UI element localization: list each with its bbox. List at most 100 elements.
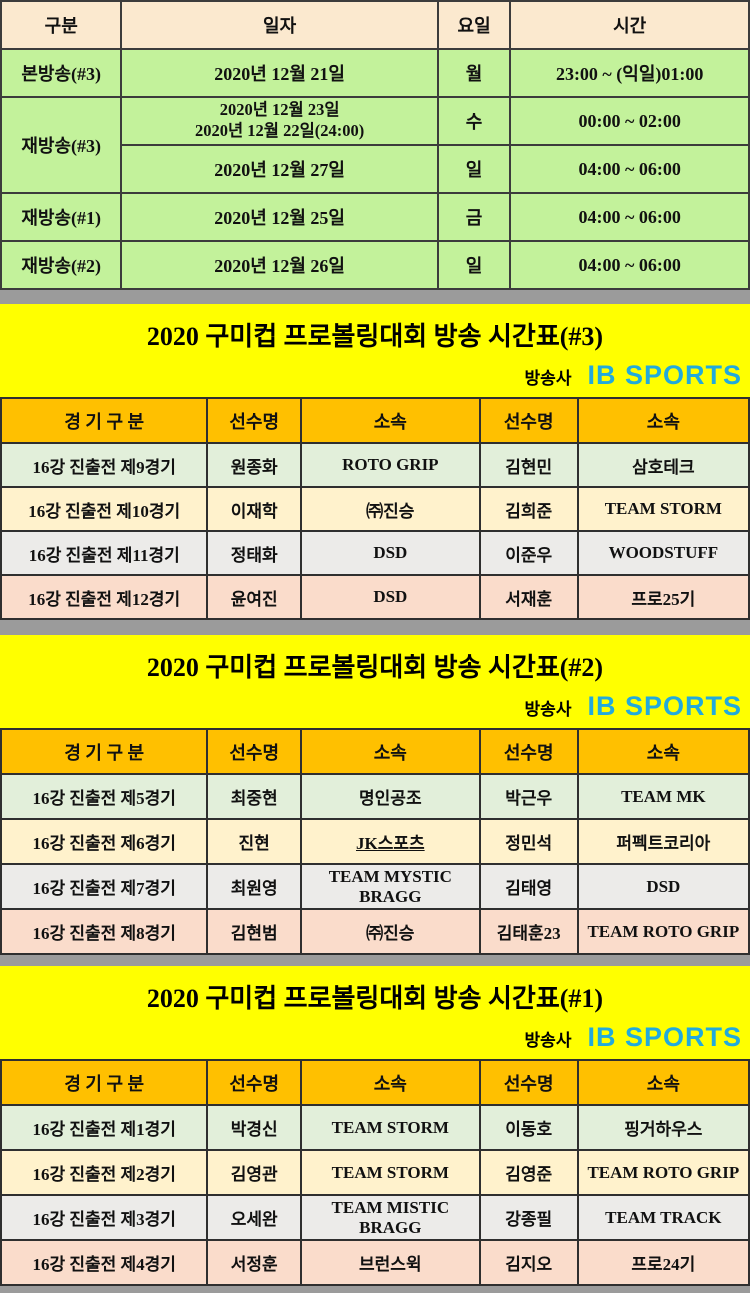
table-row: 16강 진출전 제12경기 윤여진 DSD 서재훈 프로25기 <box>0 574 750 620</box>
table-cell: 박경신 <box>206 1104 302 1151</box>
column-header-player: 선수명 <box>206 728 302 775</box>
date-cell: 2020년 12월 23일 2020년 12월 22일(24:00) <box>120 96 439 146</box>
column-header-day: 요일 <box>436 0 512 50</box>
table-cell: 김희준 <box>478 486 579 532</box>
broadcaster-line: 방송사 IB SPORTS <box>525 1022 742 1053</box>
table-cell: 원종화 <box>206 442 302 488</box>
date-line-1: 2020년 12월 23일 <box>219 100 340 120</box>
table-row: 16강 진출전 제2경기 김영관 TEAM STORM 김영준 TEAM ROTO GR… <box>0 1149 750 1196</box>
column-header-team: 소속 <box>299 397 481 444</box>
column-header-date: 일자 <box>120 0 439 50</box>
date-cell: 2020년 12월 25일 <box>120 192 439 242</box>
day-cell: 금 <box>436 192 512 242</box>
table-cell: 16강 진출전 제5경기 <box>0 773 209 820</box>
broadcaster-label: 방송사 <box>524 369 572 388</box>
category-cell: 재방송(#2) <box>0 240 123 290</box>
table-cell: 서정훈 <box>206 1239 302 1286</box>
table-cell: 16강 진출전 제3경기 <box>0 1194 209 1241</box>
column-header-team: 소속 <box>576 397 750 444</box>
table-cell: 이재학 <box>206 486 302 532</box>
table-row: 재방송(#2) 2020년 12월 26일 일 04:00 ~ 06:00 <box>0 240 750 290</box>
match-table-2: 경 기 구 분 선수명 소속 선수명 소속 16강 진출전 제5경기 최중현 명인공… <box>0 728 750 955</box>
category-cell: 재방송(#3) <box>0 96 123 194</box>
table-row: 재방송(#1) 2020년 12월 25일 금 04:00 ~ 06:00 <box>0 192 750 242</box>
broadcaster-label: 방송사 <box>524 700 572 719</box>
time-cell: 04:00 ~ 06:00 <box>509 144 750 194</box>
section-title-block: 2020 구미컵 프로볼링대회 방송 시간표(#3) 방송사 IB SPORTS <box>0 304 750 397</box>
table-row: 16강 진출전 제5경기 최중현 명인공조 박근우 TEAM MK <box>0 773 750 820</box>
broadcaster-line: 방송사 IB SPORTS <box>525 691 742 722</box>
table-cell: TEAM MK <box>576 773 750 820</box>
table-cell: 강종필 <box>478 1194 579 1241</box>
section-title-block: 2020 구미컵 프로볼링대회 방송 시간표(#2) 방송사 IB SPORTS <box>0 635 750 728</box>
column-header-team: 소속 <box>299 1059 481 1106</box>
table-cell: ㈜진승 <box>299 486 481 532</box>
table-cell: TEAM STORM <box>299 1149 481 1196</box>
category-cell: 본방송(#3) <box>0 48 123 98</box>
column-header-player: 선수명 <box>206 1059 302 1106</box>
table-cell: 정태화 <box>206 530 302 576</box>
table-cell: 퍼펙트코리아 <box>576 818 750 865</box>
table-cell: DSD <box>299 530 481 576</box>
broadcast-schedule-table: 구분 일자 요일 시간 본방송(#3) 2020년 12월 21일 월 23:0… <box>0 0 750 290</box>
broadcast-header-row: 구분 일자 요일 시간 <box>0 0 750 50</box>
day-cell: 월 <box>436 48 512 98</box>
column-header-time: 시간 <box>509 0 750 50</box>
table-row: 16강 진출전 제11경기 정태화 DSD 이준우 WOODSTUFF <box>0 530 750 576</box>
match-header-row: 경 기 구 분 선수명 소속 선수명 소속 <box>0 1059 750 1106</box>
table-row: 16강 진출전 제9경기 원종화 ROTO GRIP 김현민 삼호테크 <box>0 442 750 488</box>
table-cell: 최원영 <box>206 863 302 910</box>
date-cell: 2020년 12월 21일 <box>120 48 439 98</box>
table-cell: TEAM MISTIC BRAGG <box>299 1194 481 1241</box>
column-header-team: 소속 <box>576 728 750 775</box>
broadcaster-name: IB SPORTS <box>587 360 742 390</box>
category-cell: 재방송(#1) <box>0 192 123 242</box>
broadcaster-label: 방송사 <box>524 1031 572 1050</box>
match-table-1: 경 기 구 분 선수명 소속 선수명 소속 16강 진출전 제1경기 박경신 TEA… <box>0 1059 750 1286</box>
table-row: 16강 진출전 제4경기 서정훈 브런스윅 김지오 프로24기 <box>0 1239 750 1286</box>
table-cell: 프로25기 <box>576 574 750 620</box>
table-cell: 김지오 <box>478 1239 579 1286</box>
date-cell: 2020년 12월 26일 <box>120 240 439 290</box>
table-cell: 박근우 <box>478 773 579 820</box>
match-table-3: 경 기 구 분 선수명 소속 선수명 소속 16강 진출전 제9경기 원종화 ROT… <box>0 397 750 620</box>
table-cell: 오세완 <box>206 1194 302 1241</box>
table-cell: 최중현 <box>206 773 302 820</box>
column-header-player: 선수명 <box>478 728 579 775</box>
broadcaster-name: IB SPORTS <box>587 1022 742 1052</box>
table-cell: TEAM STORM <box>576 486 750 532</box>
table-cell: 16강 진출전 제6경기 <box>0 818 209 865</box>
time-cell: 04:00 ~ 06:00 <box>509 240 750 290</box>
table-cell: 이동호 <box>478 1104 579 1151</box>
table-cell: ㈜진승 <box>299 908 481 955</box>
table-cell: 핑거하우스 <box>576 1104 750 1151</box>
table-cell: 삼호테크 <box>576 442 750 488</box>
table-cell: 16강 진출전 제11경기 <box>0 530 209 576</box>
table-cell: 16강 진출전 제4경기 <box>0 1239 209 1286</box>
table-cell: TEAM ROTO GRIP <box>576 908 750 955</box>
date-line-2: 2020년 12월 22일(24:00) <box>194 121 365 140</box>
table-cell: 김영관 <box>206 1149 302 1196</box>
table-cell: 16강 진출전 제2경기 <box>0 1149 209 1196</box>
table-cell: 명인공조 <box>299 773 481 820</box>
match-header-row: 경 기 구 분 선수명 소속 선수명 소속 <box>0 728 750 775</box>
table-cell: 서재훈 <box>478 574 579 620</box>
table-cell: TEAM MYSTIC BRAGG <box>299 863 481 910</box>
table-cell: 김태훈23 <box>478 908 579 955</box>
schedule-section-1: 2020 구미컵 프로볼링대회 방송 시간표(#1) 방송사 IB SPORTS… <box>0 966 750 1286</box>
day-cell: 일 <box>436 240 512 290</box>
table-cell: 16강 진출전 제9경기 <box>0 442 209 488</box>
table-cell: ROTO GRIP <box>299 442 481 488</box>
table-row: 2020년 12월 27일 일 04:00 ~ 06:00 <box>1 144 750 194</box>
table-cell: WOODSTUFF <box>576 530 750 576</box>
table-cell: 16강 진출전 제12경기 <box>0 574 209 620</box>
broadcaster-line: 방송사 IB SPORTS <box>525 360 742 391</box>
section-title: 2020 구미컵 프로볼링대회 방송 시간표(#3) <box>146 322 604 351</box>
table-cell: 16강 진출전 제1경기 <box>0 1104 209 1151</box>
table-row: 16강 진출전 제1경기 박경신 TEAM STORM 이동호 핑거하우스 <box>0 1104 750 1151</box>
table-cell: DSD <box>576 863 750 910</box>
table-row: 16강 진출전 제6경기 진현 JK스포츠 정민석 퍼펙트코리아 <box>0 818 750 865</box>
column-header-player: 선수명 <box>206 397 302 444</box>
table-cell: 김태영 <box>478 863 579 910</box>
section-title: 2020 구미컵 프로볼링대회 방송 시간표(#2) <box>146 653 604 682</box>
